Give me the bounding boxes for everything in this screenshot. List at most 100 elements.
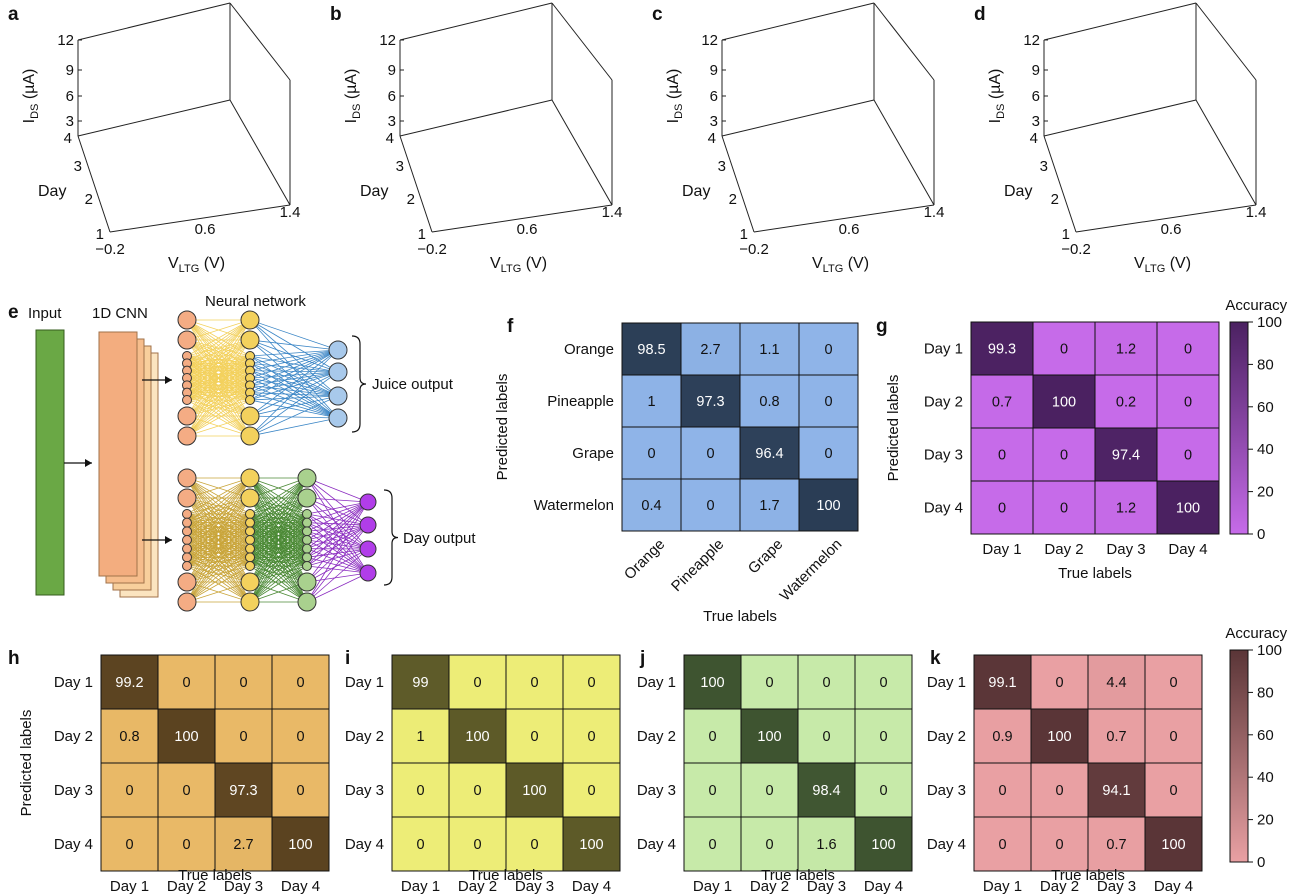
- y-tick-label: 12: [57, 32, 74, 49]
- network-edge: [306, 501, 369, 524]
- x-tick-label: 0.6: [1161, 221, 1182, 238]
- data-curve: [1061, 93, 1221, 141]
- network-edge: [306, 501, 369, 558]
- heatmap-cell: [100, 762, 159, 818]
- network-edge: [186, 539, 251, 567]
- cell-value: 0: [708, 729, 716, 745]
- cell-value: 0: [1060, 448, 1068, 464]
- cell-value: 97.4: [1112, 448, 1140, 464]
- heatmap-cell: [683, 654, 742, 710]
- cell-value: 0: [765, 837, 773, 853]
- network-edge: [186, 377, 251, 401]
- heatmap-cell: [1030, 654, 1089, 710]
- row-label: Day 3: [927, 782, 966, 799]
- heatmap-cell: [970, 374, 1034, 429]
- heatmap-cell: [157, 816, 216, 872]
- y-tick-label: 6: [1032, 88, 1040, 105]
- x-axis-label: VLTG (V): [490, 255, 547, 275]
- data-curve: [1080, 158, 1240, 194]
- network-edge: [186, 384, 251, 401]
- y-tick-label: 6: [66, 88, 74, 105]
- network-edge: [249, 522, 308, 567]
- network-node: [182, 552, 192, 563]
- network-edge: [306, 572, 369, 583]
- cell-value: 0: [706, 446, 714, 462]
- box-edge: [109, 204, 291, 233]
- data-curve: [433, 153, 593, 189]
- heatmap-cell: [1030, 708, 1089, 764]
- data-curve: [101, 121, 261, 159]
- network-edge: [306, 539, 369, 574]
- network-node: [240, 406, 260, 426]
- data-curve: [733, 65, 893, 119]
- data-curve: [740, 92, 900, 141]
- panel-label-e: e: [8, 302, 19, 323]
- heatmap-cell: [739, 478, 800, 532]
- data-curve: [96, 103, 256, 144]
- network-node: [328, 362, 348, 382]
- box-edge: [1043, 135, 1077, 233]
- network-edge: [306, 497, 369, 503]
- heatmap-cell: [973, 762, 1032, 818]
- day-tick-label: 2: [85, 191, 93, 208]
- network-edge: [186, 319, 251, 386]
- column-label: Day 4: [864, 878, 903, 894]
- data-curve: [97, 105, 257, 146]
- network-edge: [186, 556, 251, 567]
- column-label: Day 3: [1097, 878, 1136, 894]
- cell-value: 0.9: [992, 729, 1012, 745]
- network-edge: [306, 477, 369, 550]
- data-curve: [114, 171, 274, 202]
- column-label: Day 4: [572, 878, 611, 894]
- network-edge: [306, 548, 369, 558]
- network-edge: [249, 395, 339, 417]
- network-edge: [306, 524, 369, 550]
- data-curve: [113, 166, 273, 198]
- data-curve: [93, 91, 253, 134]
- cell-value: 0: [1055, 783, 1063, 799]
- heatmap-cell: [1087, 654, 1146, 710]
- cell-value: 0.7: [1106, 837, 1126, 853]
- network-edge: [306, 524, 369, 532]
- cell-value: 0: [647, 446, 655, 462]
- column-label: Day 3: [515, 878, 554, 894]
- row-label: Day 1: [345, 674, 384, 691]
- network-edge: [249, 355, 339, 397]
- data-curve: [429, 140, 589, 178]
- data-curve: [108, 150, 268, 184]
- network-node: [182, 509, 192, 519]
- network-edge: [306, 522, 369, 574]
- colorbar-title: Accuracy (%): [1225, 625, 1291, 642]
- cell-value: 0: [879, 783, 887, 799]
- box-edge: [77, 99, 231, 137]
- data-curve: [425, 130, 585, 170]
- heatmap-cell: [680, 374, 741, 428]
- network-edge: [186, 339, 251, 401]
- column-label: Day 1: [983, 878, 1022, 894]
- data-curve: [733, 67, 893, 121]
- network-edge: [249, 530, 308, 567]
- network-edge: [306, 530, 369, 550]
- heatmap-cell: [798, 322, 859, 376]
- data-curve: [1055, 71, 1215, 123]
- network-edge: [249, 477, 308, 499]
- heatmap-cell: [157, 762, 216, 818]
- network-edge: [186, 477, 251, 532]
- cell-value: 100: [700, 675, 724, 691]
- data-curve: [415, 88, 575, 135]
- data-curve: [1048, 46, 1208, 103]
- data-curve: [1050, 51, 1210, 107]
- colorbar-tick-label: 40: [1257, 441, 1274, 458]
- heatmap-cell: [797, 762, 856, 818]
- heatmap-cell: [740, 816, 799, 872]
- heatmap-cell: [505, 654, 564, 710]
- data-curve: [435, 162, 595, 196]
- x-tick-label: 1.4: [1246, 204, 1267, 221]
- cell-value: 0: [587, 675, 595, 691]
- heatmap-cell: [739, 374, 800, 428]
- data-curve: [751, 131, 911, 171]
- cell-value: 100: [579, 837, 603, 853]
- box-edge: [873, 99, 935, 206]
- cell-value: 0: [1169, 675, 1177, 691]
